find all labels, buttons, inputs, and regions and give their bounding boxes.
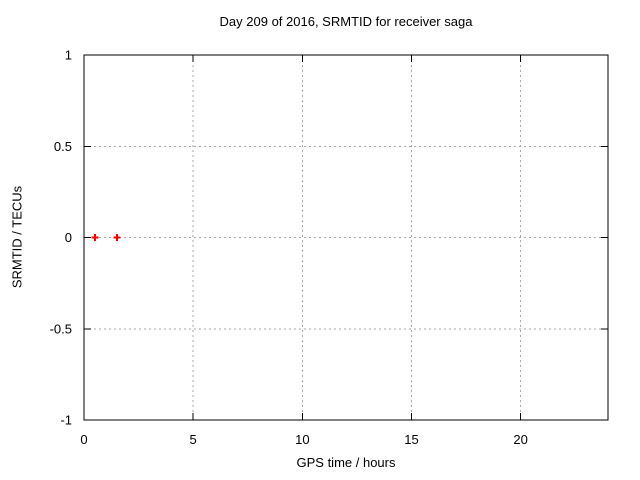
x-axis-label: GPS time / hours [296, 455, 396, 470]
tick-label: 15 [404, 432, 418, 447]
data-point-marker [91, 234, 99, 241]
data-point-marker [113, 234, 121, 241]
tick-label: 5 [190, 432, 197, 447]
axis-ticks [83, 54, 608, 421]
tick-label: 0 [80, 432, 87, 447]
tick-label: -0.5 [50, 321, 72, 336]
tick-label: 1 [65, 48, 72, 63]
grid-lines [84, 55, 608, 420]
data-points [91, 234, 121, 241]
tick-label: 20 [513, 432, 527, 447]
tick-label: 0.5 [54, 139, 72, 154]
tick-label: 10 [295, 432, 309, 447]
chart-title: Day 209 of 2016, SRMTID for receiver sag… [219, 14, 473, 29]
tick-label: 0 [65, 230, 72, 245]
tick-labels: 0 5 10 15 20 -1 -0.5 0 0.5 1 [50, 48, 528, 448]
tick-label: -1 [60, 413, 72, 428]
